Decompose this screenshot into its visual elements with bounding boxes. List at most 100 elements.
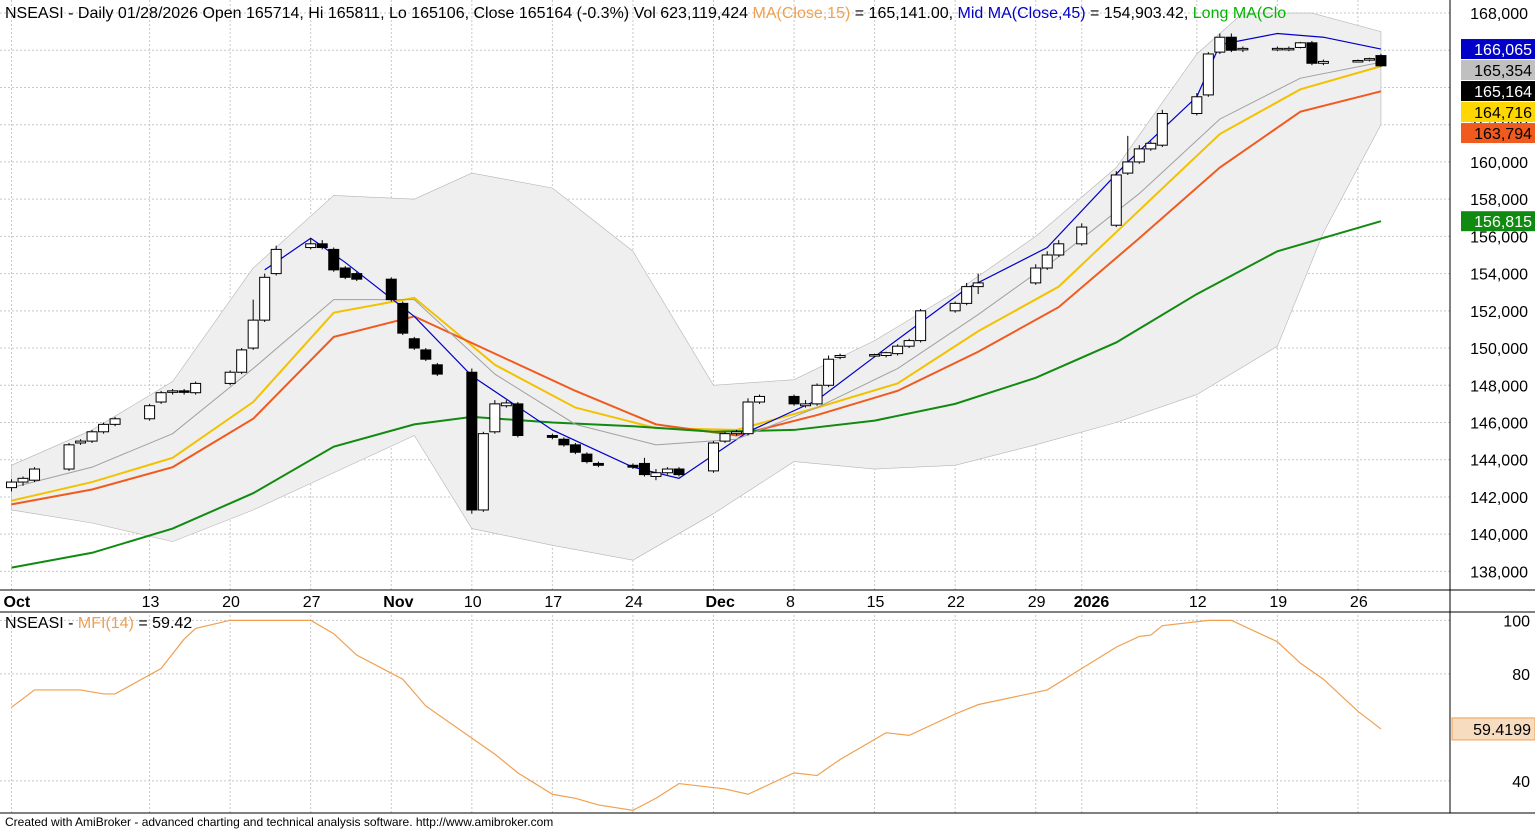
candle-body (1317, 60, 1329, 64)
candle-body (1191, 96, 1203, 115)
candle-body (328, 248, 340, 271)
price-tag-label: 163,794 (1474, 126, 1532, 143)
candle-body (155, 392, 167, 403)
candle-body (880, 352, 892, 356)
candle-body (1306, 42, 1318, 64)
candle-body (1375, 55, 1387, 67)
candle-body (569, 444, 581, 453)
candle-body (420, 349, 432, 360)
candle-body (167, 390, 179, 393)
candle-body (466, 371, 478, 511)
date-tick-label: Nov (383, 594, 413, 611)
candle-body (6, 481, 18, 489)
candle-body (1122, 161, 1134, 174)
mid-ma-label: Mid MA(Close,45) (958, 5, 1086, 22)
candle-body (546, 435, 558, 438)
long-ma-label: Long MA(Clo (1193, 5, 1286, 22)
ma-line-mid_band (11, 61, 1382, 489)
price-tick-label: 138,000 (1470, 564, 1528, 581)
date-tick-label: Oct (4, 594, 31, 611)
candle-body (316, 243, 328, 249)
candle-body (1352, 59, 1364, 63)
candle-body (1294, 42, 1306, 48)
ma15-label: MA(Close,15) (753, 5, 851, 22)
candle-body (1156, 113, 1168, 146)
price-tag (1461, 211, 1535, 232)
candle-body (707, 442, 719, 472)
candle-body (581, 453, 593, 463)
candle-body (719, 433, 731, 442)
footer-credit: Created with AmiBroker - advanced charti… (5, 815, 554, 829)
price-header: NSEASI - Daily 01/28/2026 Open 165714, H… (5, 5, 1286, 22)
mfi-prefix: NSEASI - (5, 615, 78, 632)
candle-body (972, 282, 984, 288)
candle-body (961, 286, 973, 304)
date-tick-label: 2026 (1074, 594, 1110, 611)
candle-body (247, 319, 259, 349)
candle-body (178, 390, 190, 393)
mfi-line (11, 619, 1382, 811)
mfi-value-tag (1451, 717, 1535, 741)
candle-body (1133, 148, 1145, 163)
date-tick-label: 26 (1350, 594, 1368, 611)
candle-body (788, 395, 800, 405)
price-tag (1461, 102, 1535, 123)
candle-body (1271, 47, 1283, 51)
price-tick-label: 146,000 (1470, 415, 1528, 432)
candle-body (742, 401, 754, 435)
candle-body (731, 431, 743, 435)
candle-body (903, 340, 915, 347)
mfi-label: MFI(14) (78, 615, 134, 632)
date-tick-label: 24 (625, 594, 643, 611)
candle-body (1145, 142, 1157, 150)
candle-body (1363, 58, 1375, 61)
candle-body (1214, 36, 1226, 53)
candle-body (351, 273, 363, 280)
price-tick-label: 152,000 (1470, 304, 1528, 321)
date-tick-label: 17 (544, 594, 562, 611)
price-tick-label: 142,000 (1470, 490, 1528, 507)
candle-body (754, 395, 766, 403)
candle-body (892, 345, 904, 355)
date-tick-label: Dec (705, 594, 734, 611)
candle-body (305, 243, 317, 249)
candle-body (500, 402, 512, 407)
price-tag-label: 165,164 (1474, 84, 1532, 101)
candle-body (1202, 53, 1214, 96)
date-tick-label: 22 (947, 594, 965, 611)
price-tag-label: 166,065 (1474, 42, 1532, 59)
candle-body (17, 477, 29, 483)
mfi-tick-label: 40 (1512, 774, 1530, 791)
candle-body (949, 302, 961, 312)
mfi-value: = 59.42 (138, 615, 192, 632)
price-tag (1461, 39, 1535, 60)
price-tag-label: 156,815 (1474, 214, 1532, 231)
date-tick-label: 15 (867, 594, 885, 611)
price-tick-label: 156,000 (1470, 229, 1528, 246)
mfi-header: NSEASI - MFI(14) = 59.42 (5, 615, 192, 632)
candle-body (558, 438, 570, 446)
date-tick-label: 20 (222, 594, 240, 611)
candle-body (800, 403, 812, 407)
candle-body (190, 382, 202, 394)
candle-body (397, 302, 409, 334)
mfi-tick-label: 80 (1512, 667, 1530, 684)
candle-body (431, 364, 443, 375)
candle-body (1076, 226, 1088, 245)
candle-body (834, 354, 846, 358)
candle-body (1225, 36, 1237, 51)
price-tick-label: 140,000 (1470, 527, 1528, 544)
candle-body (1053, 243, 1065, 256)
candle-body (915, 310, 927, 342)
candle-body (63, 444, 75, 470)
price-tick-label: 160,000 (1470, 155, 1528, 172)
date-tick-label: 19 (1269, 594, 1287, 611)
candle-body (259, 276, 271, 321)
candle-body (661, 468, 673, 474)
candle-body (86, 431, 98, 442)
candle-body (1283, 47, 1295, 51)
date-tick-label: 10 (464, 594, 482, 611)
mid-ma-value: = 154,903.42, (1090, 5, 1188, 22)
candle-body (869, 354, 881, 357)
